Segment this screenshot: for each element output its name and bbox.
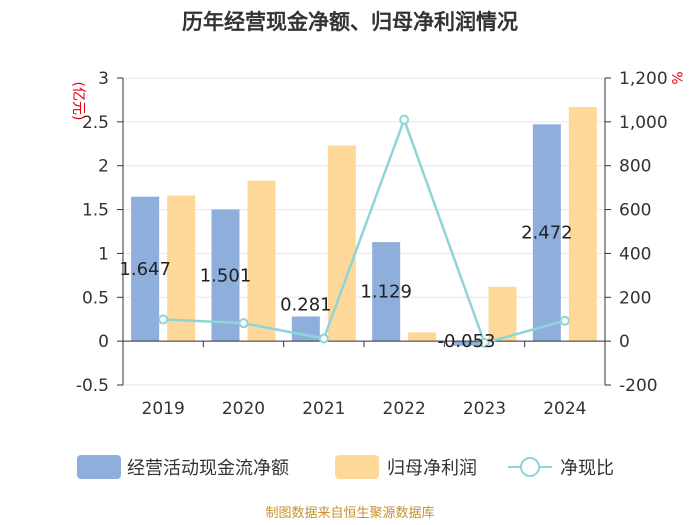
legend-swatch-cashflow <box>77 455 121 479</box>
bar-cashflow[interactable] <box>452 341 481 346</box>
left-axis-unit: (亿元) <box>70 82 86 121</box>
bar-net-profit[interactable] <box>408 332 437 342</box>
ratio-point[interactable] <box>318 333 329 344</box>
source-note: 制图数据来自恒生聚源数据库 <box>265 505 434 521</box>
left-axis-tick-label: 3 <box>98 69 109 89</box>
bar-net-profit[interactable] <box>167 195 196 342</box>
ratio-point[interactable] <box>238 318 249 329</box>
left-axis-tick-label: 2.5 <box>82 113 109 133</box>
bar-net-profit[interactable] <box>327 145 356 342</box>
legend-label-net-profit[interactable]: 归母净利润 <box>387 458 477 479</box>
right-axis-tick-label: 1,000 <box>619 113 668 133</box>
bar-cashflow[interactable] <box>372 242 401 342</box>
left-axis-tick-label: 0.5 <box>82 288 109 308</box>
ratio-point[interactable] <box>399 114 410 125</box>
data-label: 0.281 <box>280 294 332 315</box>
bar-series <box>131 106 597 346</box>
data-label: 1.501 <box>200 265 252 286</box>
data-label: 2.472 <box>521 223 573 244</box>
chart-title: 历年经营现金净额、归母净利润情况 <box>182 10 518 34</box>
left-axis-tick-label: 2 <box>98 157 109 177</box>
right-axis-tick-label: 600 <box>619 201 651 221</box>
ratio-point[interactable] <box>479 337 490 348</box>
left-axis-tick-label: 1 <box>98 244 109 264</box>
left-axis-tick-label: -0.5 <box>76 376 109 396</box>
bar-cashflow[interactable] <box>211 209 240 342</box>
x-axis-tick-label: 2020 <box>222 399 265 419</box>
legend-marker-ratio <box>520 457 540 477</box>
x-axis-tick-label: 2021 <box>302 399 345 419</box>
right-axis-tick-label: -200 <box>619 376 658 396</box>
x-axis-tick-label: 2022 <box>383 399 426 419</box>
bar-net-profit[interactable] <box>247 180 276 342</box>
legend: 经营活动现金流净额 归母净利润 净现比 <box>77 455 614 479</box>
right-axis-tick-label: 400 <box>619 244 651 264</box>
data-label: 1.647 <box>119 259 171 280</box>
left-axis-tick-label: 0 <box>98 332 109 352</box>
right-axis-tick-label: 0 <box>619 332 630 352</box>
axes: 3 2.5 2 1.5 1 0.5 0 -0.5 1,200 1,000 800 600 400 200 0… <box>76 69 668 419</box>
legend-label-ratio[interactable]: 净现比 <box>560 458 614 479</box>
legend-label-cashflow[interactable]: 经营活动现金流净额 <box>127 458 289 479</box>
left-axis-tick-label: 1.5 <box>82 201 109 221</box>
ratio-line <box>163 116 566 345</box>
ratio-point[interactable] <box>559 315 570 326</box>
ratio-point[interactable] <box>158 314 169 325</box>
x-axis-tick-label: 2019 <box>142 399 185 419</box>
bar-cashflow[interactable] <box>532 124 561 342</box>
legend-swatch-net-profit <box>335 455 379 479</box>
data-label: -0.053 <box>437 331 495 352</box>
right-axis-tick-label: 800 <box>619 157 651 177</box>
bar-cashflow[interactable] <box>131 196 160 342</box>
bar-net-profit[interactable] <box>488 286 517 342</box>
x-axis-tick-label: 2023 <box>463 399 506 419</box>
right-axis-unit: % <box>668 71 684 84</box>
x-axis-tick-label: 2024 <box>543 399 586 419</box>
data-label: 1.129 <box>360 282 412 303</box>
right-axis-tick-label: 1,200 <box>619 69 668 89</box>
bar-net-profit[interactable] <box>568 106 597 342</box>
data-labels: 1.647 1.501 0.281 1.129 -0.053 2.472 <box>119 223 572 352</box>
ratio-line-series <box>158 114 570 348</box>
right-axis-tick-label: 200 <box>619 288 651 308</box>
